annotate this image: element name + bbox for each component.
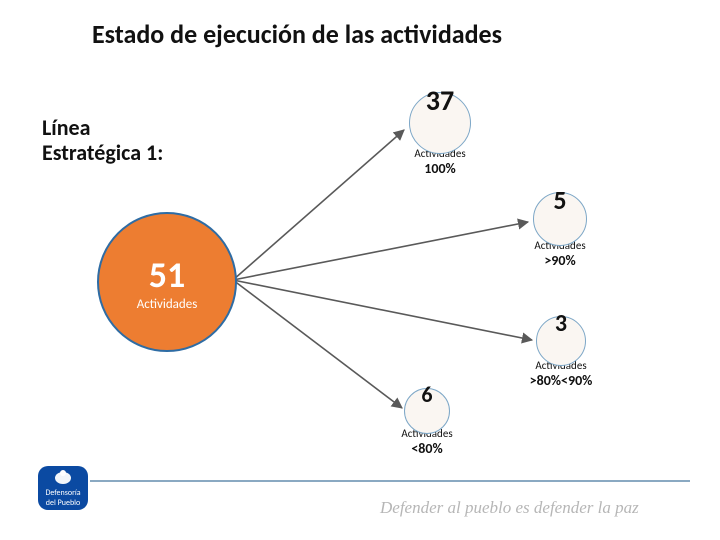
logo-text-line1: Defensoría <box>45 488 80 498</box>
page-title: Estado de ejecución de las actividades <box>92 18 502 50</box>
target-bubble: 6 <box>404 388 450 434</box>
slide-stage: { "canvas": { "width": 720, "height": 54… <box>0 0 720 540</box>
logo-text-line2: del Pueblo <box>46 498 80 508</box>
target-bubble: 3 <box>536 316 586 366</box>
arrow-line <box>233 280 532 340</box>
target-number: 6 <box>421 381 432 408</box>
footer-tagline: Defender al pueblo es defender la paz <box>380 498 639 518</box>
strategic-line-label-line2: Estratégica 1: <box>42 140 163 165</box>
target-bubble: 5 <box>533 192 587 246</box>
arrow-line <box>233 222 528 280</box>
source-total-number: 51 <box>149 253 186 297</box>
target-percentage: 100% <box>380 160 500 177</box>
target-tlt80: 6Actividades<80% <box>367 388 487 457</box>
target-t90: 5Actividades>90% <box>500 192 620 269</box>
target-percentage: >90% <box>500 252 620 269</box>
source-total-label: Actividades <box>137 297 198 312</box>
footer-divider <box>90 480 690 482</box>
strategic-line-label-line1: Línea <box>42 115 163 140</box>
target-t100: 37Actividades100% <box>380 92 500 177</box>
logo-icon <box>52 468 74 486</box>
target-number: 3 <box>555 309 567 338</box>
target-number: 37 <box>426 83 454 118</box>
target-number: 5 <box>553 184 566 216</box>
strategic-line-label: Línea Estratégica 1: <box>42 115 163 166</box>
target-t80: 3Actividades>80%<90% <box>501 316 621 389</box>
target-percentage: >80%<90% <box>501 372 621 389</box>
target-bubble: 37 <box>409 92 471 154</box>
target-percentage: <80% <box>367 440 487 457</box>
defensoria-logo: Defensoría del Pueblo <box>38 466 88 510</box>
arrow-line <box>233 130 404 280</box>
source-total-circle: 51 Actividades <box>97 212 237 352</box>
